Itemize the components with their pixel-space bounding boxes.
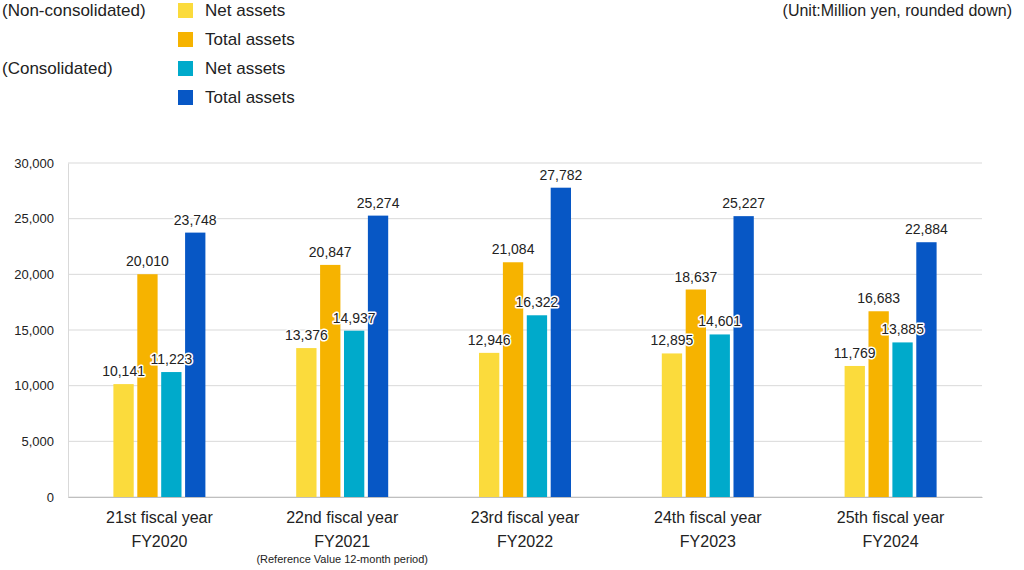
bar — [320, 265, 340, 497]
y-tick-label: 10,000 — [14, 378, 54, 393]
bar — [710, 334, 730, 497]
x-tick-label: 25th fiscal year FY2024 — [837, 509, 945, 550]
bar — [845, 366, 865, 497]
y-tick-label: 25,000 — [14, 211, 54, 226]
data-label: 14,937 — [333, 310, 376, 326]
bar — [344, 331, 364, 497]
bar — [527, 315, 547, 497]
grid — [68, 163, 982, 497]
bar — [137, 274, 157, 497]
x-axis: 21st fiscal year FY2020 22nd fiscal year FY… — [69, 497, 983, 550]
data-label: 20,847 — [309, 244, 352, 260]
x-tick-label-line: FY2020 — [131, 533, 187, 550]
x-tick-label: 21st fiscal year FY2020 — [106, 509, 213, 550]
x-tick-label-line: 22nd fiscal year — [286, 509, 399, 526]
y-tick: 5,000 — [21, 434, 68, 449]
legend-swatch — [178, 61, 193, 76]
bar — [733, 216, 753, 497]
x-tick-label: 24th fiscal year FY2023 — [654, 509, 762, 550]
data-label: 25,227 — [722, 195, 765, 211]
y-tick-label: 5,000 — [21, 434, 54, 449]
legend-label: Total assets — [205, 88, 295, 107]
y-tick: 25,000 — [14, 211, 68, 226]
x-tick-label-line: 23rd fiscal year — [471, 509, 580, 526]
grid-line — [68, 163, 982, 164]
x-tick-label-line: FY2021 — [314, 533, 370, 550]
data-label: 22,884 — [905, 221, 948, 237]
x-axis-line — [69, 497, 983, 498]
y-tick: 0 — [47, 490, 68, 505]
bar — [868, 311, 888, 497]
chart: 0 5,000 10,000 15,000 20,000 25,000 30,000 21st… — [0, 0, 1024, 570]
data-label: 12,895 — [651, 332, 694, 348]
legend-label: Net assets — [205, 59, 285, 78]
legend-label: Total assets — [205, 30, 295, 49]
data-labels: 10,141 13,376 12,946 12,895 11,769 20,010 20,8… — [102, 167, 948, 379]
y-axis: 0 5,000 10,000 15,000 20,000 25,000 30,000 — [14, 156, 68, 505]
x-tick: 23rd fiscal year FY2022 — [471, 497, 580, 550]
data-label: 16,683 — [857, 290, 900, 306]
bar — [368, 216, 388, 497]
y-tick-label: 20,000 — [14, 267, 54, 282]
x-tick-label: 23rd fiscal year FY2022 — [471, 509, 580, 550]
legend-swatch — [178, 32, 193, 47]
bars — [113, 188, 936, 497]
data-label: 23,748 — [174, 212, 217, 228]
y-tick: 30,000 — [14, 156, 68, 171]
x-tick: 22nd fiscal year FY2021 — [286, 497, 399, 550]
x-tick-label-line: FY2023 — [680, 533, 736, 550]
data-label: 21,084 — [492, 241, 535, 257]
x-tick: 24th fiscal year FY2023 — [654, 497, 762, 550]
legend-swatch — [178, 90, 193, 105]
y-axis-line — [68, 164, 69, 498]
bar — [662, 353, 682, 497]
y-tick: 20,000 — [14, 267, 68, 282]
y-tick: 15,000 — [14, 323, 68, 338]
bar — [892, 342, 912, 497]
category-note: (Reference Value 12-month period) — [256, 553, 428, 565]
data-label: 12,946 — [468, 332, 511, 348]
data-label: 13,885 — [881, 321, 924, 337]
bar — [296, 348, 316, 497]
bar — [916, 242, 936, 497]
bar — [113, 384, 133, 497]
bar — [479, 353, 499, 497]
y-tick-label: 15,000 — [14, 323, 54, 338]
legend-swatch — [178, 3, 193, 18]
bar — [161, 372, 181, 497]
x-tick-label-line: 24th fiscal year — [654, 509, 762, 526]
y-tick-label: 30,000 — [14, 156, 54, 171]
data-label: 18,637 — [674, 269, 717, 285]
legend-label: Net assets — [205, 1, 285, 20]
unit-note: (Unit:Million yen, rounded down) — [783, 2, 1012, 19]
legend-group-label: (Non-consolidated) — [2, 1, 146, 20]
y-tick-label: 0 — [47, 490, 54, 505]
x-tick-label-line: 25th fiscal year — [837, 509, 945, 526]
legend-group-label: (Consolidated) — [2, 59, 113, 78]
data-label: 20,010 — [126, 253, 169, 269]
x-tick-label: 22nd fiscal year FY2021 — [286, 509, 399, 550]
x-tick-label-line: 21st fiscal year — [106, 509, 213, 526]
x-tick: 25th fiscal year FY2024 — [837, 497, 945, 550]
legend: (Non-consolidated) Net assets Total assets… — [2, 1, 295, 107]
data-label: 27,782 — [539, 167, 582, 183]
data-label: 11,223 — [150, 351, 192, 367]
data-label: 25,274 — [357, 195, 400, 211]
data-label: 14,601 — [698, 313, 741, 329]
x-tick-label-line: FY2024 — [863, 533, 919, 550]
data-label: 13,376 — [285, 327, 328, 343]
bar — [551, 188, 571, 497]
data-label: 16,322 — [516, 294, 559, 310]
x-tick-label-line: FY2022 — [497, 533, 553, 550]
x-tick: 21st fiscal year FY2020 — [106, 497, 213, 550]
y-tick: 10,000 — [14, 378, 68, 393]
data-label: 10,141 — [102, 363, 145, 379]
data-label: 11,769 — [834, 345, 876, 361]
